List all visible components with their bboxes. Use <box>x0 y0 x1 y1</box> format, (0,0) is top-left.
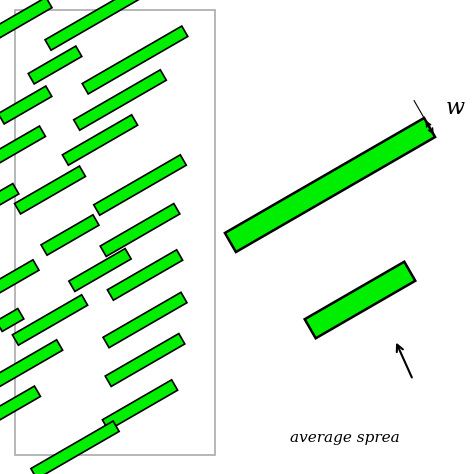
Polygon shape <box>31 421 119 474</box>
Polygon shape <box>0 260 39 300</box>
Bar <box>15 10 215 455</box>
Polygon shape <box>107 250 182 300</box>
Polygon shape <box>12 295 88 345</box>
Polygon shape <box>0 183 19 207</box>
Polygon shape <box>63 115 137 165</box>
Text: average sprea: average sprea <box>290 431 400 445</box>
Polygon shape <box>103 292 187 348</box>
Polygon shape <box>0 340 63 390</box>
Polygon shape <box>45 0 155 50</box>
Polygon shape <box>82 26 188 94</box>
Polygon shape <box>41 215 99 255</box>
Polygon shape <box>0 86 52 124</box>
Polygon shape <box>225 118 435 252</box>
Polygon shape <box>105 334 185 386</box>
Polygon shape <box>69 248 131 292</box>
Polygon shape <box>28 46 82 84</box>
Polygon shape <box>102 380 178 430</box>
Polygon shape <box>73 70 166 130</box>
Polygon shape <box>305 262 415 338</box>
Text: w: w <box>446 97 465 119</box>
Polygon shape <box>15 166 85 214</box>
Polygon shape <box>100 203 180 256</box>
Polygon shape <box>0 386 40 434</box>
Polygon shape <box>0 0 52 53</box>
Polygon shape <box>0 126 46 174</box>
Polygon shape <box>0 309 24 331</box>
Polygon shape <box>94 155 186 215</box>
